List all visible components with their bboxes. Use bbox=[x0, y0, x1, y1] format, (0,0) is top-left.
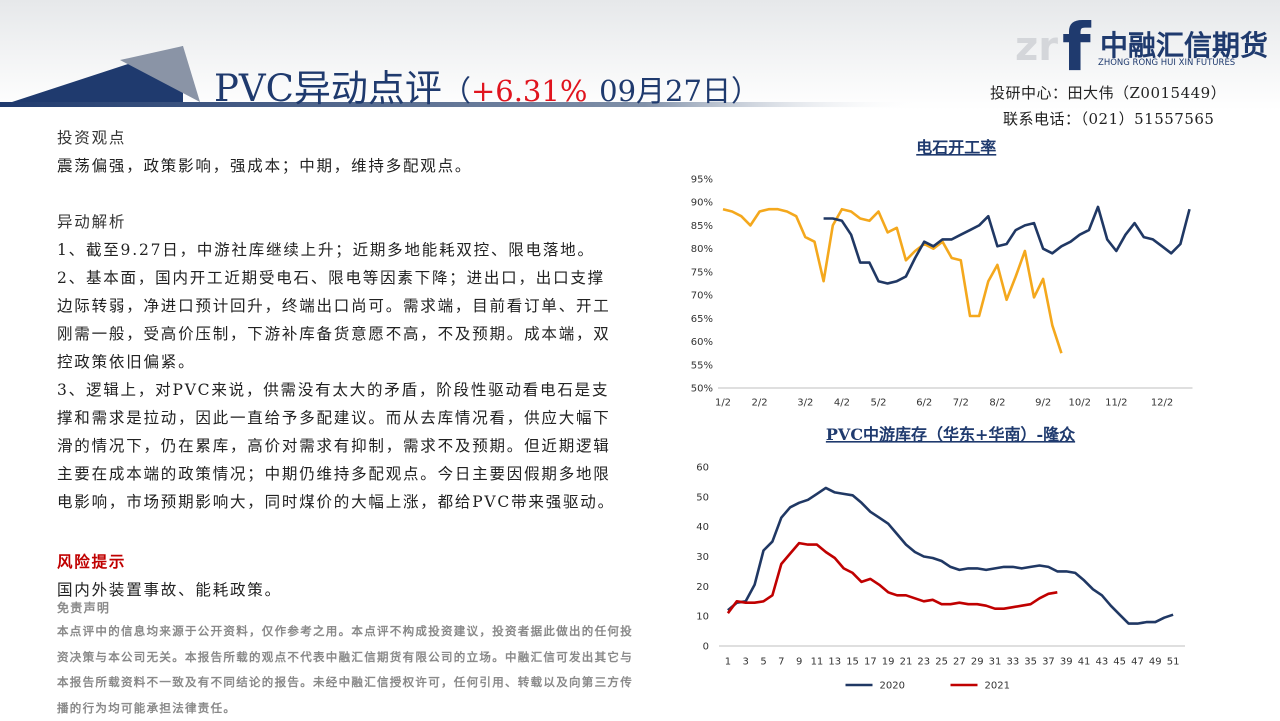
y-tick-label: 40 bbox=[696, 522, 709, 533]
paragraph: 国内外装置事故、能耗政策。 bbox=[57, 581, 282, 599]
paragraph: 1、截至9.27日，中游社库继续上升；近期多地能耗双控、限电落地。 bbox=[57, 241, 595, 259]
title: PVC异动点评（+6.31% 09月27日） bbox=[214, 58, 760, 112]
x-tick-label: 10/2 bbox=[1069, 398, 1091, 409]
x-tick-label: 13 bbox=[828, 657, 841, 668]
y-tick-label: 10 bbox=[696, 612, 709, 623]
header-rule bbox=[0, 102, 920, 107]
x-tick-label: 9/2 bbox=[1035, 398, 1051, 409]
researcher: 投研中心：田大伟（Z0015449） bbox=[990, 84, 1227, 102]
view: 投资观点 震荡偏强，政策影响，强成本；中期，维持多配观点。 bbox=[57, 124, 619, 180]
y-tick-label: 70% bbox=[691, 291, 713, 302]
x-tick-label: 27 bbox=[953, 657, 966, 668]
x-tick-label: 51 bbox=[1167, 657, 1180, 668]
x-tick-label: 43 bbox=[1095, 657, 1108, 668]
y-tick-label: 60% bbox=[691, 337, 713, 348]
x-tick-label: 19 bbox=[882, 657, 895, 668]
x-tick-label: 3 bbox=[743, 657, 749, 668]
x-tick-label: 4/2 bbox=[834, 398, 850, 409]
x-tick-label: 8/2 bbox=[989, 398, 1005, 409]
section-heading: 异动解析 bbox=[57, 213, 127, 231]
y-tick-label: 95% bbox=[691, 175, 713, 186]
x-tick-label: 21 bbox=[900, 657, 913, 668]
disclaimer: 免责声明 本点评中的信息均来源于公开资料，仅作参考之用。本点评不构成投资建议，投… bbox=[57, 597, 635, 721]
x-tick-label: 39 bbox=[1060, 657, 1073, 668]
series-line bbox=[722, 207, 1063, 354]
phone: 联系电话：（021）51557565 bbox=[1003, 110, 1215, 128]
x-tick-label: 6/2 bbox=[916, 398, 932, 409]
series-line bbox=[726, 541, 1058, 614]
logo-name: 中融汇信期货 bbox=[1100, 29, 1269, 62]
legend-label: 2021 bbox=[985, 681, 1010, 692]
legend-label: 2020 bbox=[880, 681, 905, 692]
header-triangle bbox=[120, 46, 200, 102]
y-tick-label: 50% bbox=[691, 384, 713, 395]
logo-mark: f bbox=[1062, 9, 1092, 86]
x-tick-label: 12/2 bbox=[1151, 398, 1173, 409]
y-tick-label: 20 bbox=[696, 582, 709, 593]
chart-title: 电石开工率 bbox=[916, 138, 996, 157]
x-tick-label: 37 bbox=[1042, 657, 1055, 668]
x-tick-label: 11/2 bbox=[1105, 398, 1127, 409]
y-tick-label: 85% bbox=[691, 221, 713, 232]
disclaimer-text: 本点评中的信息均来源于公开资料，仅作参考之用。本点评不构成投资建议，投资者据此做… bbox=[57, 624, 633, 715]
header-band bbox=[0, 0, 1280, 110]
title-change: +6.31% bbox=[470, 74, 588, 108]
x-tick-label: 9 bbox=[796, 657, 802, 668]
paragraph: 震荡偏强，政策影响，强成本；中期，维持多配观点。 bbox=[57, 157, 473, 175]
x-tick-label: 3/2 bbox=[797, 398, 813, 409]
x-tick-label: 2/2 bbox=[752, 398, 768, 409]
section-heading: 风险提示 bbox=[57, 552, 127, 571]
x-tick-label: 11 bbox=[811, 657, 824, 668]
chart-title: PVC中游库存（华东+华南）-隆众 bbox=[826, 425, 1076, 444]
x-tick-label: 7 bbox=[778, 657, 784, 668]
x-tick-label: 35 bbox=[1024, 657, 1037, 668]
section-heading: 投资观点 bbox=[57, 129, 127, 147]
x-tick-label: 29 bbox=[971, 657, 984, 668]
y-tick-label: 90% bbox=[691, 198, 713, 209]
x-tick-label: 7/2 bbox=[953, 398, 969, 409]
x-tick-label: 15 bbox=[846, 657, 859, 668]
series-line bbox=[823, 205, 1191, 285]
title-date: 09月27日） bbox=[599, 74, 760, 108]
analysis: 异动解析 1、截至9.27日，中游社库继续上升；近期多地能耗双控、限电落地。 2… bbox=[57, 208, 619, 516]
title-text: PVC异动点评 bbox=[214, 67, 442, 110]
x-tick-label: 41 bbox=[1078, 657, 1091, 668]
paragraph: 3、逻辑上，对PVC来说，供需没有太大的矛盾，阶段性驱动看电石是支撑和需求是拉动… bbox=[57, 381, 615, 511]
x-tick-label: 23 bbox=[917, 657, 930, 668]
paragraph: 2、基本面，国内开工近期受电石、限电等因素下降；进出口，出口支撑边际转弱，净进口… bbox=[57, 269, 611, 371]
x-tick-label: 25 bbox=[935, 657, 948, 668]
y-tick-label: 30 bbox=[696, 552, 709, 563]
series-line bbox=[727, 486, 1174, 625]
x-tick-label: 47 bbox=[1131, 657, 1144, 668]
x-tick-label: 49 bbox=[1149, 657, 1162, 668]
x-tick-label: 33 bbox=[1006, 657, 1019, 668]
risk: 风险提示 国内外装置事故、能耗政策。 bbox=[57, 548, 619, 604]
y-tick-label: 50 bbox=[696, 492, 709, 503]
logo-ghost: zr bbox=[1015, 24, 1058, 70]
x-tick-label: 1/2 bbox=[715, 398, 731, 409]
y-tick-label: 55% bbox=[691, 360, 713, 371]
logo-pinyin: ZHONG RONG HUI XIN FUTURES bbox=[1098, 58, 1236, 68]
x-tick-label: 1 bbox=[725, 657, 731, 668]
x-tick-label: 5/2 bbox=[870, 398, 886, 409]
y-tick-label: 80% bbox=[691, 244, 713, 255]
x-tick-label: 5 bbox=[760, 657, 766, 668]
x-tick-label: 17 bbox=[864, 657, 877, 668]
y-tick-label: 75% bbox=[691, 267, 713, 278]
x-tick-label: 45 bbox=[1113, 657, 1126, 668]
y-tick-label: 0 bbox=[703, 642, 709, 653]
y-tick-label: 60 bbox=[696, 463, 709, 474]
y-tick-label: 65% bbox=[691, 314, 713, 325]
title-paren: （ bbox=[441, 74, 471, 108]
disclaimer-heading: 免责声明 bbox=[57, 601, 111, 615]
x-tick-label: 31 bbox=[989, 657, 1002, 668]
